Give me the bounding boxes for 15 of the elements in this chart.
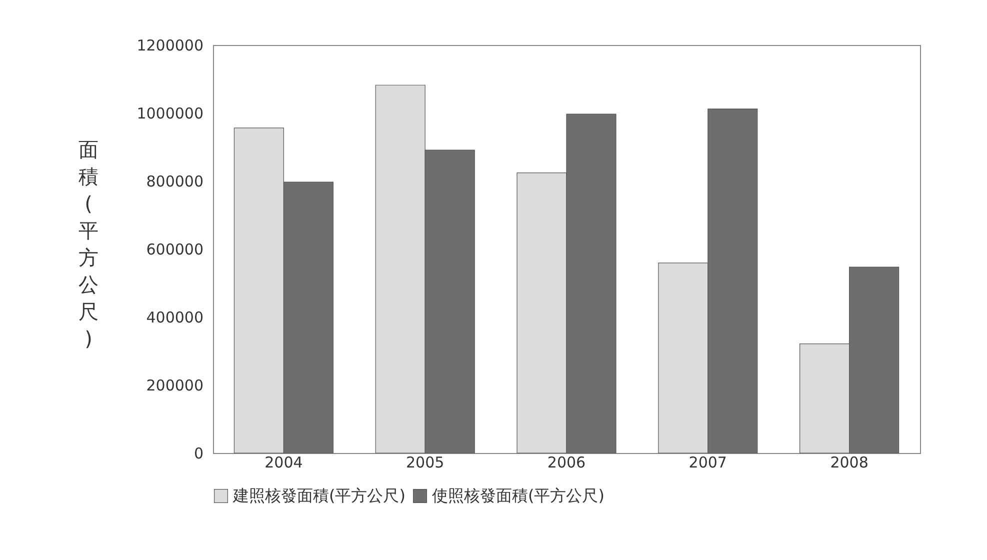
y-tick-label: 0 bbox=[194, 444, 204, 462]
y-tick-label: 600000 bbox=[146, 240, 204, 258]
legend-label: 建照核發面積(平方公尺) bbox=[232, 486, 406, 505]
x-tick-label: 2007 bbox=[688, 454, 727, 472]
y-tick-label: 800000 bbox=[146, 172, 204, 190]
x-tick-label: 2006 bbox=[547, 454, 586, 472]
y-tick-label: 1200000 bbox=[136, 36, 204, 54]
y-tick-label: 400000 bbox=[146, 308, 204, 326]
legend-label: 使照核發面積(平方公尺) bbox=[432, 486, 604, 505]
y-tick-label: 1000000 bbox=[136, 104, 204, 122]
y-tick-label: 200000 bbox=[146, 376, 204, 394]
x-tick-label: 2005 bbox=[406, 454, 444, 472]
y-axis-title: 面積(平方公尺) bbox=[78, 138, 98, 350]
x-tick-label: 2004 bbox=[264, 454, 303, 472]
x-tick-label: 2008 bbox=[830, 454, 868, 472]
